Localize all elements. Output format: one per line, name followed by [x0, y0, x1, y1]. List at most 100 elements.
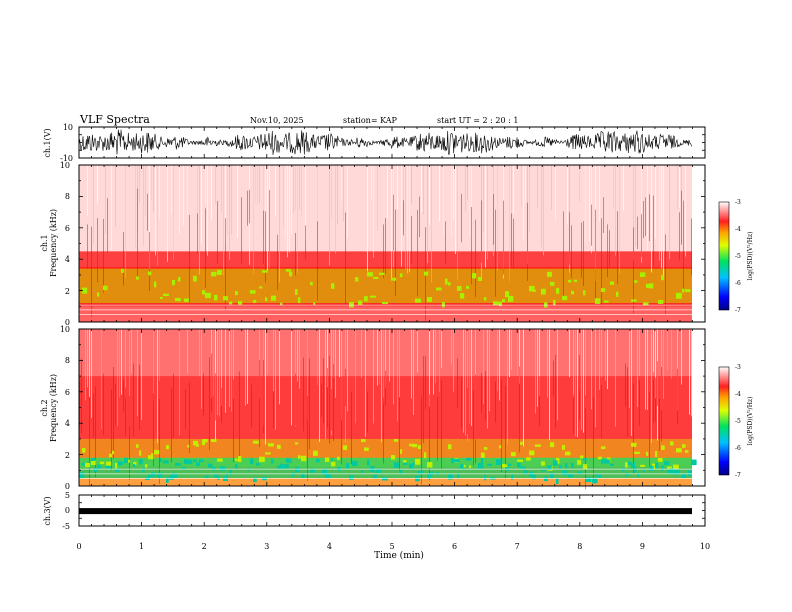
- spectrogram-streak: [149, 232, 150, 292]
- cb1-tick-7: -7: [735, 307, 741, 314]
- spectrogram-streak: [495, 381, 496, 423]
- spectrogram-streak: [215, 165, 216, 205]
- spectrogram-speckle: [133, 461, 137, 465]
- spectrogram-speckle: [175, 297, 181, 302]
- spectrogram-streak: [471, 207, 472, 285]
- spectrogram-streak: [233, 379, 234, 463]
- spectrogram-speckle: [202, 290, 206, 295]
- spectrogram-streak: [167, 165, 168, 262]
- spectrogram-band: [79, 268, 692, 304]
- spectrogram-speckle: [310, 281, 313, 286]
- spectrogram-speckle: [310, 468, 315, 473]
- spectrogram-streak: [569, 212, 570, 265]
- spectrogram-speckle: [604, 300, 609, 303]
- xtick-10: 10: [700, 542, 710, 551]
- spectrogram-streak: [187, 165, 188, 215]
- spectrogram-speckle: [151, 472, 156, 477]
- spectrogram-streak: [399, 397, 400, 471]
- spectrogram-streak: [241, 197, 242, 264]
- spectrogram-streak: [451, 165, 452, 238]
- spectrogram-speckle: [202, 439, 206, 446]
- spectrogram-streak: [551, 165, 552, 210]
- spectrogram-speckle: [163, 460, 169, 464]
- spectrogram-streak: [435, 329, 436, 384]
- spectrogram-streak: [253, 165, 254, 275]
- spectrogram-streak: [605, 329, 606, 381]
- spectrogram-streak: [489, 329, 490, 412]
- spectrogram-streak: [101, 329, 102, 430]
- spectrogram-streak: [529, 165, 530, 232]
- spectrogram-speckle: [103, 285, 108, 291]
- spectrogram-streak: [473, 390, 474, 466]
- spectrogram-speckle: [208, 463, 213, 468]
- spectrogram-speckle: [487, 463, 493, 466]
- station-label: station= KAP: [343, 116, 398, 125]
- spectrogram-speckle: [667, 468, 673, 474]
- spectrogram-streak: [453, 165, 454, 220]
- spectrogram-speckle: [193, 275, 197, 282]
- spectrogram-speckle: [655, 462, 659, 469]
- xtick-0: 0: [76, 542, 81, 551]
- spectrogram-streak: [615, 165, 616, 256]
- spectrogram-speckle: [337, 456, 340, 461]
- spectrogram-streak: [453, 329, 454, 392]
- spectrogram-speckle: [670, 468, 674, 474]
- spectrogram-speckle: [127, 459, 130, 463]
- spectrogram-streak: [395, 209, 396, 297]
- spectrogram-streak: [383, 329, 384, 404]
- spectrogram-streak: [487, 165, 488, 260]
- spectrogram-speckle: [160, 458, 163, 463]
- spectrogram-speckle: [637, 472, 640, 477]
- spectrogram-speckle: [217, 458, 223, 462]
- spectrogram-streak: [631, 329, 632, 436]
- spectrogram-speckle: [466, 457, 472, 461]
- spectrogram-streak: [263, 165, 264, 237]
- spectrogram-streak: [129, 329, 130, 427]
- spectrogram-speckle: [583, 458, 587, 461]
- spectrogram-streak: [301, 165, 302, 217]
- spectrogram-streak: [487, 329, 488, 429]
- spectrogram-streak: [429, 165, 430, 225]
- spectrogram-speckle: [148, 474, 153, 478]
- spectrogram-speckle: [220, 466, 226, 471]
- spectrogram-speckle: [568, 473, 574, 478]
- spectrogram-speckle: [556, 458, 560, 464]
- spectrogram-streak: [171, 165, 172, 215]
- spectrogram-streak: [267, 329, 268, 376]
- spectrogram-speckle: [424, 452, 427, 459]
- spectrogram-streak: [403, 165, 404, 227]
- spectrogram-streak: [377, 329, 378, 386]
- spectrogram-streak: [677, 165, 678, 210]
- spectrogram-speckle: [109, 453, 112, 458]
- spectrogram-speckle: [139, 459, 143, 465]
- spectrogram-speckle: [154, 281, 157, 288]
- spectrogram-streak: [225, 329, 226, 413]
- spectrogram-speckle: [625, 462, 628, 468]
- spectrogram-line: [79, 304, 692, 306]
- spectrogram-speckle: [325, 457, 330, 462]
- start-time-label: start UT = 2 : 20 : 1: [437, 116, 518, 125]
- spec2-ytick-2: 2: [65, 451, 70, 460]
- spectrogram-streak: [247, 329, 248, 404]
- spectrogram-streak: [457, 165, 458, 280]
- spectrogram-speckle: [196, 462, 200, 467]
- spectrogram-streak: [585, 165, 586, 243]
- spectrogram-speckle: [445, 278, 448, 285]
- spectrogram-streak: [213, 329, 214, 396]
- spectrogram-streak: [637, 216, 638, 249]
- spectrogram-speckle: [520, 441, 523, 445]
- spectrogram-speckle: [682, 288, 685, 293]
- spectrogram-speckle: [346, 463, 349, 469]
- spectrogram-streak: [433, 329, 434, 395]
- spectrogram-streak: [609, 230, 610, 268]
- spectrogram-streak: [293, 165, 294, 213]
- spectrogram-streak: [497, 165, 498, 272]
- spectrogram-streak: [373, 165, 374, 258]
- spectrogram-speckle: [685, 289, 691, 293]
- spectrogram-speckle: [148, 455, 153, 460]
- spectrogram-streak: [615, 329, 616, 427]
- spectrogram-streak: [171, 387, 172, 463]
- spectrogram-line: [79, 473, 692, 475]
- spectrogram-streak: [639, 380, 640, 426]
- spectrogram-streak: [361, 329, 362, 378]
